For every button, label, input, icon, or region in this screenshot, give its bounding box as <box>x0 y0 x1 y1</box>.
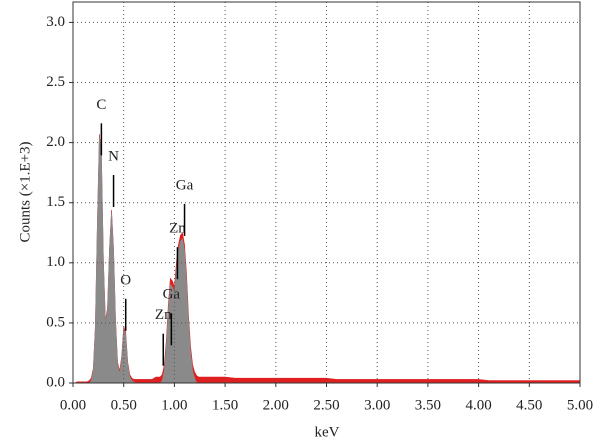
x-tick-label: 5.00 <box>567 397 593 413</box>
x-tick-label: 3.00 <box>364 397 390 413</box>
x-axis-label: keV <box>315 424 340 440</box>
y-tick-label: 2.0 <box>46 134 65 150</box>
annotation-label: Zn <box>155 307 172 323</box>
annotation-label: O <box>120 272 131 288</box>
x-tick-label: 3.50 <box>415 397 441 413</box>
annotation-label: Zn <box>169 221 186 237</box>
y-tick-label: 1.5 <box>46 194 65 210</box>
x-tick-label: 2.00 <box>263 397 289 413</box>
annotation-label: Ga <box>163 287 181 303</box>
x-tick-label: 2.50 <box>313 397 339 413</box>
x-tick-label: 1.50 <box>212 397 238 413</box>
y-tick-label: 0.0 <box>46 374 65 390</box>
x-tick-label: 1.00 <box>161 397 187 413</box>
y-tick-label: 2.5 <box>46 74 65 90</box>
x-tick-label: 0.50 <box>111 397 137 413</box>
annotation-label: C <box>96 97 106 113</box>
y-axis-label: Counts (×1.E+3) <box>17 141 33 242</box>
annotation-label: Ga <box>176 177 194 193</box>
x-tick-label: 4.00 <box>465 397 491 413</box>
x-tick-label: 4.50 <box>516 397 542 413</box>
y-tick-label: 3.0 <box>46 14 65 30</box>
annotation-label: N <box>108 148 119 164</box>
y-tick-label: 1.0 <box>46 254 65 270</box>
y-tick-label: 0.5 <box>46 314 65 330</box>
x-tick-label: 0.00 <box>60 397 86 413</box>
plot-frame <box>72 1 581 384</box>
